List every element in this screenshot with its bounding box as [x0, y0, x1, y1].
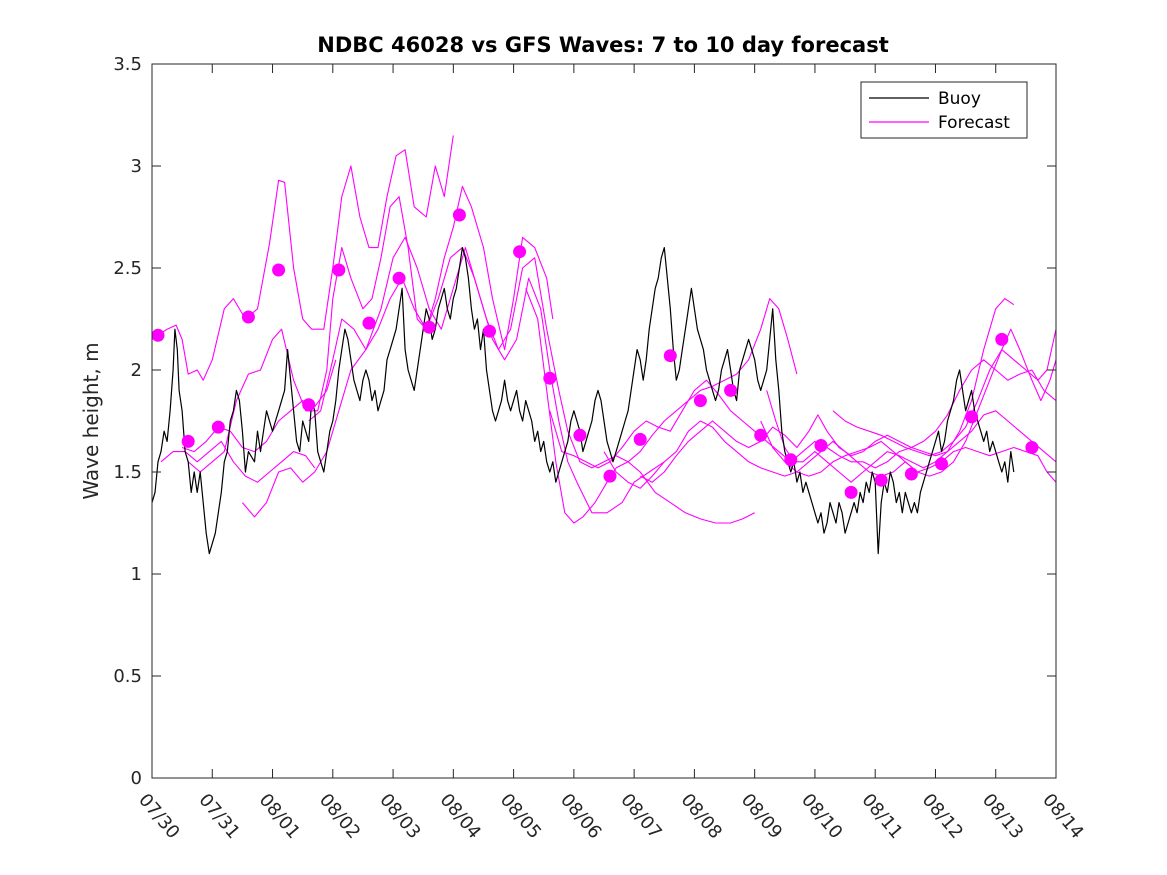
forecast-marker-16 [603, 469, 617, 483]
forecast-series-line-1 [152, 135, 454, 381]
forecast-series-line-2 [187, 185, 554, 473]
legend-box [860, 81, 1028, 139]
forecast-marker-10 [422, 320, 436, 334]
forecast-marker-6 [302, 398, 316, 412]
plot-area [151, 63, 1057, 779]
forecast-marker-23 [814, 439, 828, 452]
forecast-series-line-5 [525, 288, 798, 524]
forecast-marker-29 [995, 332, 1009, 346]
forecast-marker-30 [1025, 441, 1039, 454]
forecast-marker-27 [935, 457, 948, 471]
forecast-marker-17 [633, 432, 647, 446]
forecast-series-line-6 [549, 298, 1015, 469]
legend: Buoy Forecast [860, 81, 1028, 139]
forecast-series-line-4 [308, 247, 755, 524]
forecast-marker-28 [965, 410, 979, 424]
forecast-series-line-3 [241, 236, 665, 518]
forecast-series-line-10 [760, 420, 1056, 483]
forecast-marker-21 [754, 428, 768, 442]
forecast-marker-20 [724, 383, 738, 397]
y-tick-label-4: 1.5 [113, 462, 142, 483]
forecast-marker-25 [874, 473, 888, 487]
forecast-marker-26 [904, 467, 918, 481]
forecast-marker-7 [332, 263, 346, 277]
legend-label-buoy: Buoy [938, 89, 981, 109]
forecast-lines [152, 135, 1056, 524]
forecast-marker-2 [181, 434, 195, 448]
forecast-marker-18 [663, 349, 677, 363]
y-tick-label-5: 2 [131, 360, 142, 381]
axes-box [151, 63, 1057, 779]
forecast-series-line-9 [766, 390, 1056, 483]
chart-title: NDBC 46028 vs GFS Waves: 7 to 10 day for… [317, 33, 888, 57]
forecast-marker-13 [513, 245, 527, 259]
y-axis: 0 0.5 1 1.5 2 2.5 3 3.5 [113, 54, 1056, 789]
forecast-marker-12 [483, 324, 496, 338]
forecast-series-line-12 [160, 440, 316, 483]
y-axis-label: Wave height, m [79, 342, 103, 499]
y-tick-label-7: 3 [131, 156, 142, 177]
forecast-marker-4 [241, 310, 255, 324]
forecast-marker-24 [844, 485, 858, 499]
forecast-marker-15 [573, 428, 587, 442]
forecast-marker-8 [362, 316, 376, 330]
y-tick-label-2: 0.5 [113, 666, 142, 687]
y-tick-label-6: 2.5 [113, 258, 142, 279]
forecast-marker-22 [784, 453, 798, 467]
forecast-series-line-11 [832, 329, 1056, 457]
forecast-marker-3 [211, 420, 225, 434]
forecast-marker-19 [693, 394, 707, 408]
forecast-marker-9 [392, 271, 406, 285]
y-tick-label-8: 3.5 [113, 54, 142, 75]
forecast-markers [151, 208, 1039, 499]
legend-label-forecast: Forecast [938, 113, 1010, 133]
y-tick-label-1: 0 [131, 768, 142, 789]
forecast-series-line-8 [639, 359, 1056, 483]
forecast-series-line-7 [603, 328, 1056, 489]
forecast-marker-1 [151, 328, 165, 342]
forecast-marker-11 [452, 208, 466, 222]
forecast-marker-14 [543, 371, 557, 385]
y-tick-label-3: 1 [131, 564, 142, 585]
forecast-marker-5 [272, 263, 286, 277]
buoy-series-line [152, 247, 1015, 555]
buoy-line [152, 247, 1015, 555]
